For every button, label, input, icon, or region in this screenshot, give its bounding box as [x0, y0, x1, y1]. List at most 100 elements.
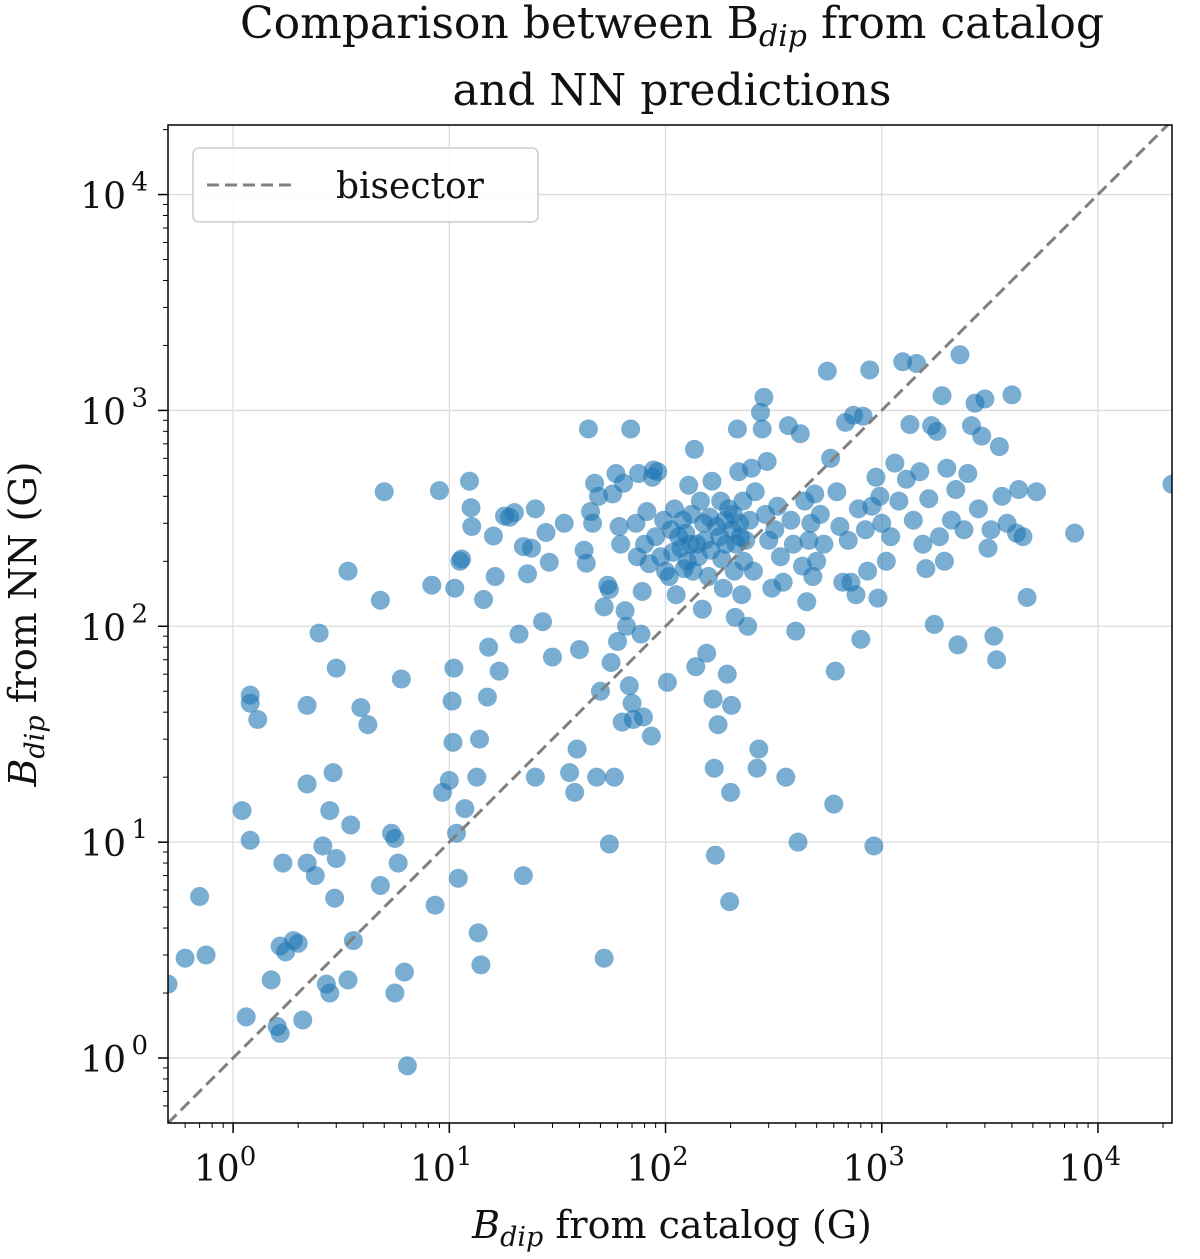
scatter-point [858, 561, 878, 581]
x-tick-label: 101 [410, 1142, 472, 1190]
scatter-point [770, 547, 790, 567]
scatter-point [325, 888, 345, 908]
scatter-point [232, 801, 252, 821]
scatter-point [467, 767, 487, 787]
y-tick-label: 10 [80, 1040, 126, 1081]
scatter-point [913, 534, 933, 554]
chart-title-line-1: Comparison between Bdip from catalog [240, 0, 1104, 54]
scatter-point [261, 970, 281, 990]
scatter-point [608, 632, 628, 652]
scatter-point [745, 482, 765, 502]
y-tick-base: 10 [80, 392, 126, 433]
scatter-point [910, 462, 930, 482]
scatter-point [885, 453, 905, 473]
scatter-point [958, 464, 978, 484]
scatter-point [422, 575, 442, 595]
scatter-point [471, 955, 491, 975]
scatter-point [776, 767, 796, 787]
scatter-point [273, 853, 293, 873]
scatter-point [747, 758, 767, 778]
scatter-point [338, 970, 358, 990]
scatter-point [479, 637, 499, 657]
scatter-point [646, 527, 666, 547]
scatter-point [846, 585, 866, 605]
scatter-point [924, 614, 944, 634]
scatter-point [429, 481, 449, 501]
scatter-point [611, 534, 631, 554]
scatter-point [743, 561, 763, 581]
scatter-point [288, 933, 308, 953]
chart-title-text: Comparison between B [240, 0, 759, 49]
scatter-point [788, 832, 808, 852]
scatter-point [703, 689, 723, 709]
scatter-point [343, 931, 363, 951]
scatter-point [773, 572, 793, 592]
scatter-point [632, 581, 652, 601]
scatter-point [248, 709, 268, 729]
legend-box [192, 147, 539, 223]
scatter-point [751, 402, 771, 422]
scatter-point [742, 458, 762, 478]
scatter-point [805, 484, 825, 504]
scatter-point [876, 551, 896, 571]
scatter-point [385, 828, 405, 848]
scatter-point [916, 559, 936, 579]
scatter-point [830, 516, 850, 536]
scatter-point [374, 482, 394, 502]
scatter-point [270, 1023, 290, 1043]
y-tick-exponent: 3 [131, 383, 148, 413]
scatter-point [889, 491, 909, 511]
scatter-point [583, 513, 603, 533]
scatter-point [989, 437, 1009, 457]
x-tick-label: 103 [843, 1142, 905, 1190]
chart-title-line-2: and NN predictions [453, 65, 892, 116]
scatter-point [425, 895, 445, 915]
data-points [168, 345, 1172, 1076]
scatter-point [533, 612, 553, 632]
y-tick-exponent: 0 [131, 1031, 148, 1061]
scatter-point [293, 1010, 313, 1030]
scatter-point [448, 868, 468, 888]
legend: bisector [192, 147, 539, 223]
y-tick-base: 10 [80, 824, 126, 865]
scatter-point [326, 658, 346, 678]
scatter-point [1013, 527, 1033, 547]
scatter-point [462, 516, 482, 536]
scatter-point [736, 530, 756, 550]
scatter-point [587, 767, 607, 787]
scatter-point [903, 510, 923, 530]
scatter-point [370, 875, 390, 895]
scatter-point [825, 661, 845, 681]
scatter-point [601, 652, 621, 672]
x-tick-exponent: 3 [888, 1142, 905, 1172]
scatter-point [594, 948, 614, 968]
x-axis-label-tail: from catalog (G) [543, 1203, 872, 1247]
scatter-point [569, 640, 589, 660]
x-tick-label: 104 [1059, 1142, 1121, 1190]
scatter-point [868, 588, 888, 608]
scatter-point [948, 635, 968, 655]
scatter-point [477, 687, 497, 707]
scatter-point [690, 491, 710, 511]
scatter-point [708, 715, 728, 735]
plot-frame [167, 124, 1173, 1124]
scatter-point [713, 578, 733, 598]
scatter-point [309, 623, 329, 643]
scatter-point [705, 845, 725, 865]
scatter-point [313, 836, 333, 856]
y-tick-base: 10 [80, 1040, 126, 1081]
scatter-point [240, 693, 260, 713]
scatter-point [468, 923, 488, 943]
scatter-point [803, 567, 823, 587]
scatter-point [827, 482, 847, 502]
scatter-point [452, 549, 472, 569]
y-axis-label-main: B [1, 759, 45, 788]
scatter-point [589, 486, 609, 506]
scatter-point [518, 564, 538, 584]
scatter-point [727, 419, 747, 439]
scatter-point [338, 561, 358, 581]
scatter-point [870, 486, 890, 506]
x-tick-exponent: 0 [240, 1142, 257, 1172]
scatter-point [358, 715, 378, 735]
y-tick-base: 10 [80, 608, 126, 649]
